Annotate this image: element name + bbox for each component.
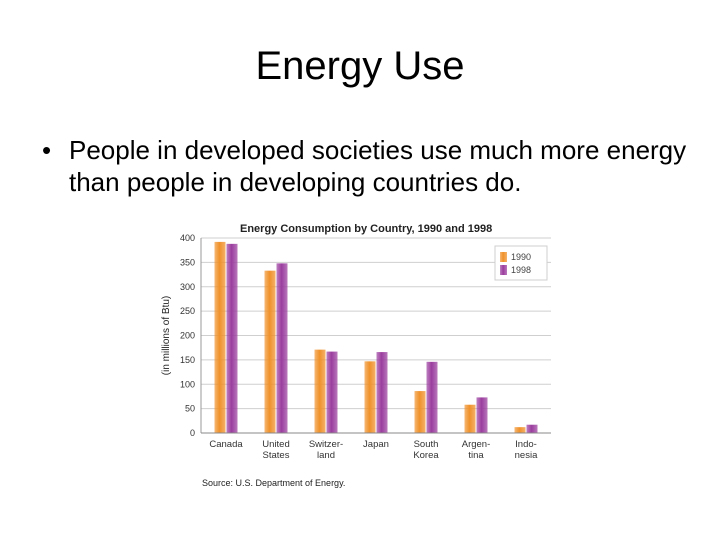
y-tick-label: 50 xyxy=(185,404,195,414)
chart-source: Source: U.S. Department of Energy. xyxy=(202,478,345,488)
y-tick-label: 250 xyxy=(180,306,195,316)
bar-1998 xyxy=(276,263,288,433)
x-tick-label: land xyxy=(317,450,335,461)
x-tick-label: South xyxy=(414,439,439,450)
bar-1990 xyxy=(364,361,376,433)
bar-1998 xyxy=(326,351,338,433)
bar-1990 xyxy=(414,391,426,433)
x-tick-label: Argen- xyxy=(462,439,491,450)
x-tick-label: Indo- xyxy=(515,439,537,450)
y-tick-label: 350 xyxy=(180,257,195,267)
x-tick-label: Korea xyxy=(413,450,439,461)
chart-title: Energy Consumption by Country, 1990 and … xyxy=(240,223,492,235)
bar-1990 xyxy=(314,349,326,433)
legend-swatch xyxy=(500,265,507,275)
x-tick-label: Japan xyxy=(363,439,389,450)
x-tick-label: United xyxy=(262,439,289,450)
x-tick-label: Canada xyxy=(209,439,243,450)
x-tick-label: States xyxy=(263,450,290,461)
bullet-symbol: • xyxy=(42,135,52,165)
bar-1998 xyxy=(226,243,238,433)
bar-1998 xyxy=(476,397,488,433)
bar-1990 xyxy=(514,427,526,433)
bar-1990 xyxy=(264,270,276,433)
legend-label: 1998 xyxy=(511,265,531,275)
y-tick-label: 0 xyxy=(190,428,195,438)
bullet-text: People in developed societies use much m… xyxy=(69,135,687,197)
energy-consumption-chart: Energy Consumption by Country, 1990 and … xyxy=(155,210,565,495)
bar-1998 xyxy=(426,361,438,433)
y-tick-label: 400 xyxy=(180,233,195,243)
x-tick-label: nesia xyxy=(515,450,538,461)
bar-1990 xyxy=(214,241,226,433)
y-tick-label: 300 xyxy=(180,282,195,292)
y-tick-label: 200 xyxy=(180,331,195,341)
chart-svg: Energy Consumption by Country, 1990 and … xyxy=(161,223,551,488)
y-tick-label: 150 xyxy=(180,355,195,365)
slide-title: Energy Use xyxy=(255,44,465,88)
legend-label: 1990 xyxy=(511,252,531,262)
bar-1998 xyxy=(376,352,388,433)
y-tick-label: 100 xyxy=(180,379,195,389)
x-tick-label: tina xyxy=(468,450,484,461)
y-axis-label: (in millions of Btu) xyxy=(161,296,172,375)
bar-1990 xyxy=(464,404,476,433)
x-tick-label: Switzer- xyxy=(309,439,343,450)
legend-swatch xyxy=(500,252,507,262)
bullet-point: • People in developed societies use much… xyxy=(42,134,702,198)
bar-1998 xyxy=(526,424,538,433)
